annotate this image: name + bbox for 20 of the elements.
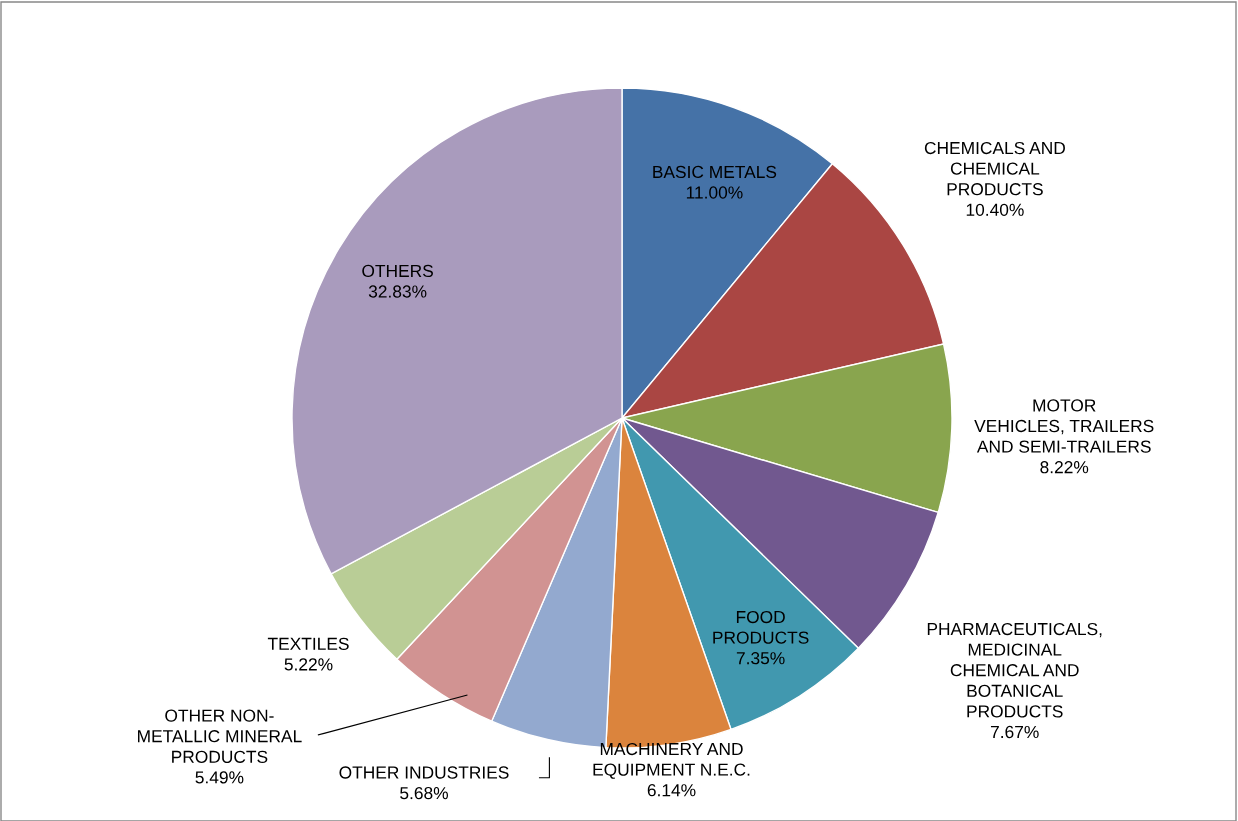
- data-label: 5.68%: [400, 786, 448, 800]
- data-label: 5.49%: [195, 771, 244, 784]
- slice-label: BASIC METALS: [653, 165, 777, 179]
- data-label: 8.22%: [1040, 461, 1089, 474]
- data-label: 10.40%: [966, 203, 1024, 216]
- slice-label: OTHER NON- METALLIC MINERAL PRODUCTS: [138, 709, 302, 763]
- slice-label: OTHERS: [362, 264, 433, 278]
- slice-label: OTHER INDUSTRIES: [339, 766, 509, 779]
- data-label: 6.14%: [647, 784, 696, 797]
- data-label: 11.00%: [686, 186, 743, 199]
- data-label: 32.83%: [368, 285, 427, 298]
- slice-label: FOOD PRODUCTS: [713, 610, 809, 644]
- data-label: 7.67%: [990, 725, 1039, 739]
- data-label: 5.22%: [284, 658, 333, 671]
- slice-label: TEXTILES: [267, 637, 349, 650]
- slice-label: PHARMACEUTICALS, MEDICINAL CHEMICAL AND BOTANICAL PRODUCTS: [927, 622, 1102, 718]
- slice-label: MOTOR VEHICLES, TRAILERS AND SEMI-TRAILERS: [974, 399, 1154, 453]
- data-label: 7.35%: [736, 652, 785, 665]
- slice-label: MACHINERY AND EQUIPMENT N.E.C.: [593, 742, 750, 779]
- slice-label: CHEMICALS AND CHEMICAL PRODUCTS: [924, 141, 1065, 196]
